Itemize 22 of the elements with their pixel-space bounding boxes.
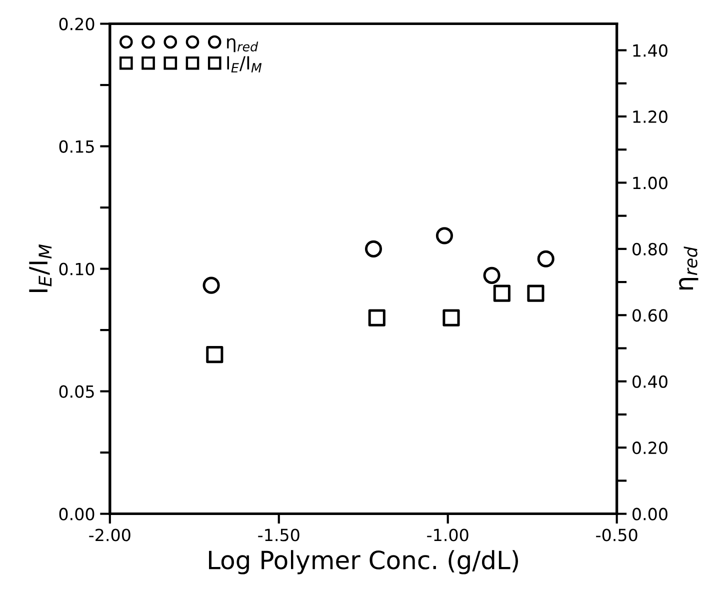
y-tick-label: 0.10 [59,262,94,276]
legend-label: I$_{E}$/I$_{M}$ [227,56,262,72]
y2-axis-title: η$_{red}$ [679,246,698,290]
y2-tick-label: 1.00 [633,176,668,190]
y-tick-label: 0.00 [59,508,94,520]
y-tick-label: 0.05 [59,385,94,398]
x-tick-label: -0.50 [596,528,638,542]
x-tick-label: -1.50 [258,528,300,542]
y2-tick-label: 0.80 [632,242,668,256]
x-tick-label: -1.00 [427,528,468,542]
y2-tick-label: 1.40 [633,44,668,57]
y-axis-title: I$_{E}$/I$_{M}$ [29,244,52,292]
x-axis-title: Log Polymer Conc. (g/dL) [209,550,518,574]
y2-tick-label: 0.40 [632,375,668,388]
y2-tick-label: 0.20 [632,442,668,454]
x-tick-label: -2.00 [89,528,130,542]
y-tick-label: 0.20 [59,18,94,30]
legend-label: η$_{red}$ [227,38,258,52]
y2-tick-label: 0.00 [632,508,668,520]
y2-tick-label: 0.60 [632,309,668,322]
y2-tick-label: 1.20 [633,110,668,124]
y-tick-label: 0.15 [59,140,94,153]
